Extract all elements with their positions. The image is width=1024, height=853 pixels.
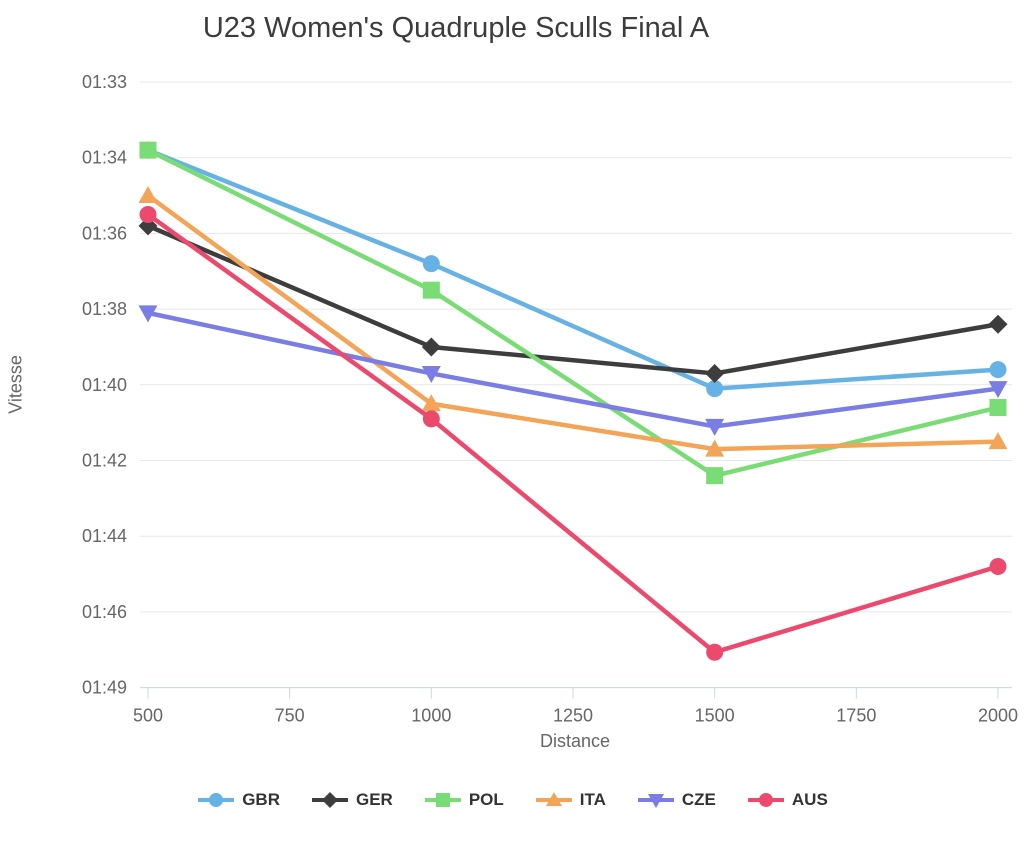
- y-tick-label: 01:42: [82, 451, 127, 471]
- legend-marker-shape[interactable]: [321, 792, 338, 808]
- legend-item-pol[interactable]: POL: [423, 790, 504, 810]
- marker-AUS-2000[interactable]: [989, 557, 1007, 575]
- legend-item-ger[interactable]: GER: [310, 790, 393, 810]
- marker-AUS-1500[interactable]: [706, 643, 724, 661]
- series-CZE: [138, 305, 1008, 436]
- legend-label: GER: [355, 790, 393, 809]
- marker-GBR-2000[interactable]: [989, 361, 1007, 379]
- legend-item-cze[interactable]: CZE: [636, 790, 716, 810]
- y-tick-label: 01:49: [82, 678, 127, 698]
- y-tick-label: 01:44: [82, 526, 127, 546]
- marker-POL-1000[interactable]: [422, 281, 440, 299]
- y-tick-label: 01:34: [82, 148, 127, 168]
- x-tick-label: 1000: [411, 706, 451, 726]
- series-ITA: [138, 186, 1008, 457]
- marker-CZE-500[interactable]: [138, 305, 158, 323]
- x-tick-label: 500: [133, 706, 163, 726]
- x-tick-label: 750: [275, 706, 305, 726]
- chart-title: U23 Women's Quadruple Sculls Final A: [202, 12, 710, 44]
- legend-label: ITA: [579, 790, 606, 809]
- legend-item-gbr[interactable]: GBR: [196, 790, 280, 810]
- marker-ITA-500[interactable]: [138, 186, 158, 204]
- legend-marker-circle-icon: [198, 793, 235, 807]
- legend-label: GBR: [242, 790, 280, 809]
- marker-ITA-2000[interactable]: [988, 432, 1008, 450]
- legend-marker-shape[interactable]: [647, 794, 664, 808]
- x-tick-label: 2000: [978, 706, 1018, 726]
- y-tick-label: 01:36: [82, 223, 127, 243]
- marker-AUS-1000[interactable]: [422, 410, 440, 428]
- legend-marker-shape[interactable]: [435, 793, 450, 807]
- legend-item-ita[interactable]: ITA: [534, 790, 606, 810]
- marker-GER-1000[interactable]: [421, 337, 441, 357]
- y-tick-label: 01:46: [82, 602, 127, 622]
- legend-marker-square-icon: [424, 793, 461, 807]
- legend-marker-shape[interactable]: [209, 793, 224, 807]
- y-tick-label: 01:33: [82, 72, 127, 92]
- y-tick-label: 01:38: [82, 299, 127, 319]
- marker-ITA-1500[interactable]: [705, 439, 725, 457]
- marker-GBR-1500[interactable]: [706, 380, 724, 398]
- series-line-AUS: [145, 212, 1001, 655]
- marker-POL-500[interactable]: [139, 141, 157, 159]
- legend-marker-triangle-down-icon: [637, 794, 674, 808]
- x-axis-title: Distance: [539, 731, 611, 751]
- marker-AUS-500[interactable]: [139, 205, 157, 223]
- marker-GER-1500[interactable]: [705, 363, 725, 383]
- legend-marker-shape[interactable]: [545, 792, 562, 806]
- series-line-GER: [145, 223, 1001, 376]
- marker-CZE-1000[interactable]: [421, 365, 441, 383]
- marker-CZE-2000[interactable]: [988, 381, 1008, 399]
- x-tick-label: 1750: [836, 706, 876, 726]
- legend-item-aus[interactable]: AUS: [746, 790, 828, 810]
- legend-label: AUS: [791, 790, 828, 809]
- series-line-CZE: [145, 310, 1001, 429]
- marker-GER-2000[interactable]: [988, 314, 1008, 334]
- legend-marker-shape[interactable]: [758, 793, 773, 807]
- series-AUS: [139, 205, 1007, 661]
- legend-marker-triangle-up-icon: [535, 792, 572, 806]
- marker-POL-1500[interactable]: [706, 467, 724, 485]
- marker-ITA-1000[interactable]: [421, 394, 441, 412]
- legend: GBR GER POL ITA CZE AUS: [0, 790, 1024, 810]
- x-tick-label: 1250: [553, 706, 593, 726]
- marker-CZE-1500[interactable]: [705, 418, 725, 436]
- y-tick-label: 01:40: [82, 375, 127, 395]
- legend-label: CZE: [681, 790, 716, 809]
- legend-marker-diamond-icon: [311, 792, 348, 808]
- legend-label: POL: [468, 790, 504, 809]
- x-tick-label: 1500: [695, 706, 735, 726]
- series-POL: [139, 141, 1007, 485]
- legend-marker-circle-icon: [747, 793, 784, 807]
- series-line-POL: [145, 147, 1001, 478]
- series-line-ITA: [145, 193, 1001, 452]
- marker-POL-2000[interactable]: [989, 399, 1007, 417]
- marker-GBR-1000[interactable]: [422, 255, 440, 273]
- series-line-GBR: [145, 147, 1001, 391]
